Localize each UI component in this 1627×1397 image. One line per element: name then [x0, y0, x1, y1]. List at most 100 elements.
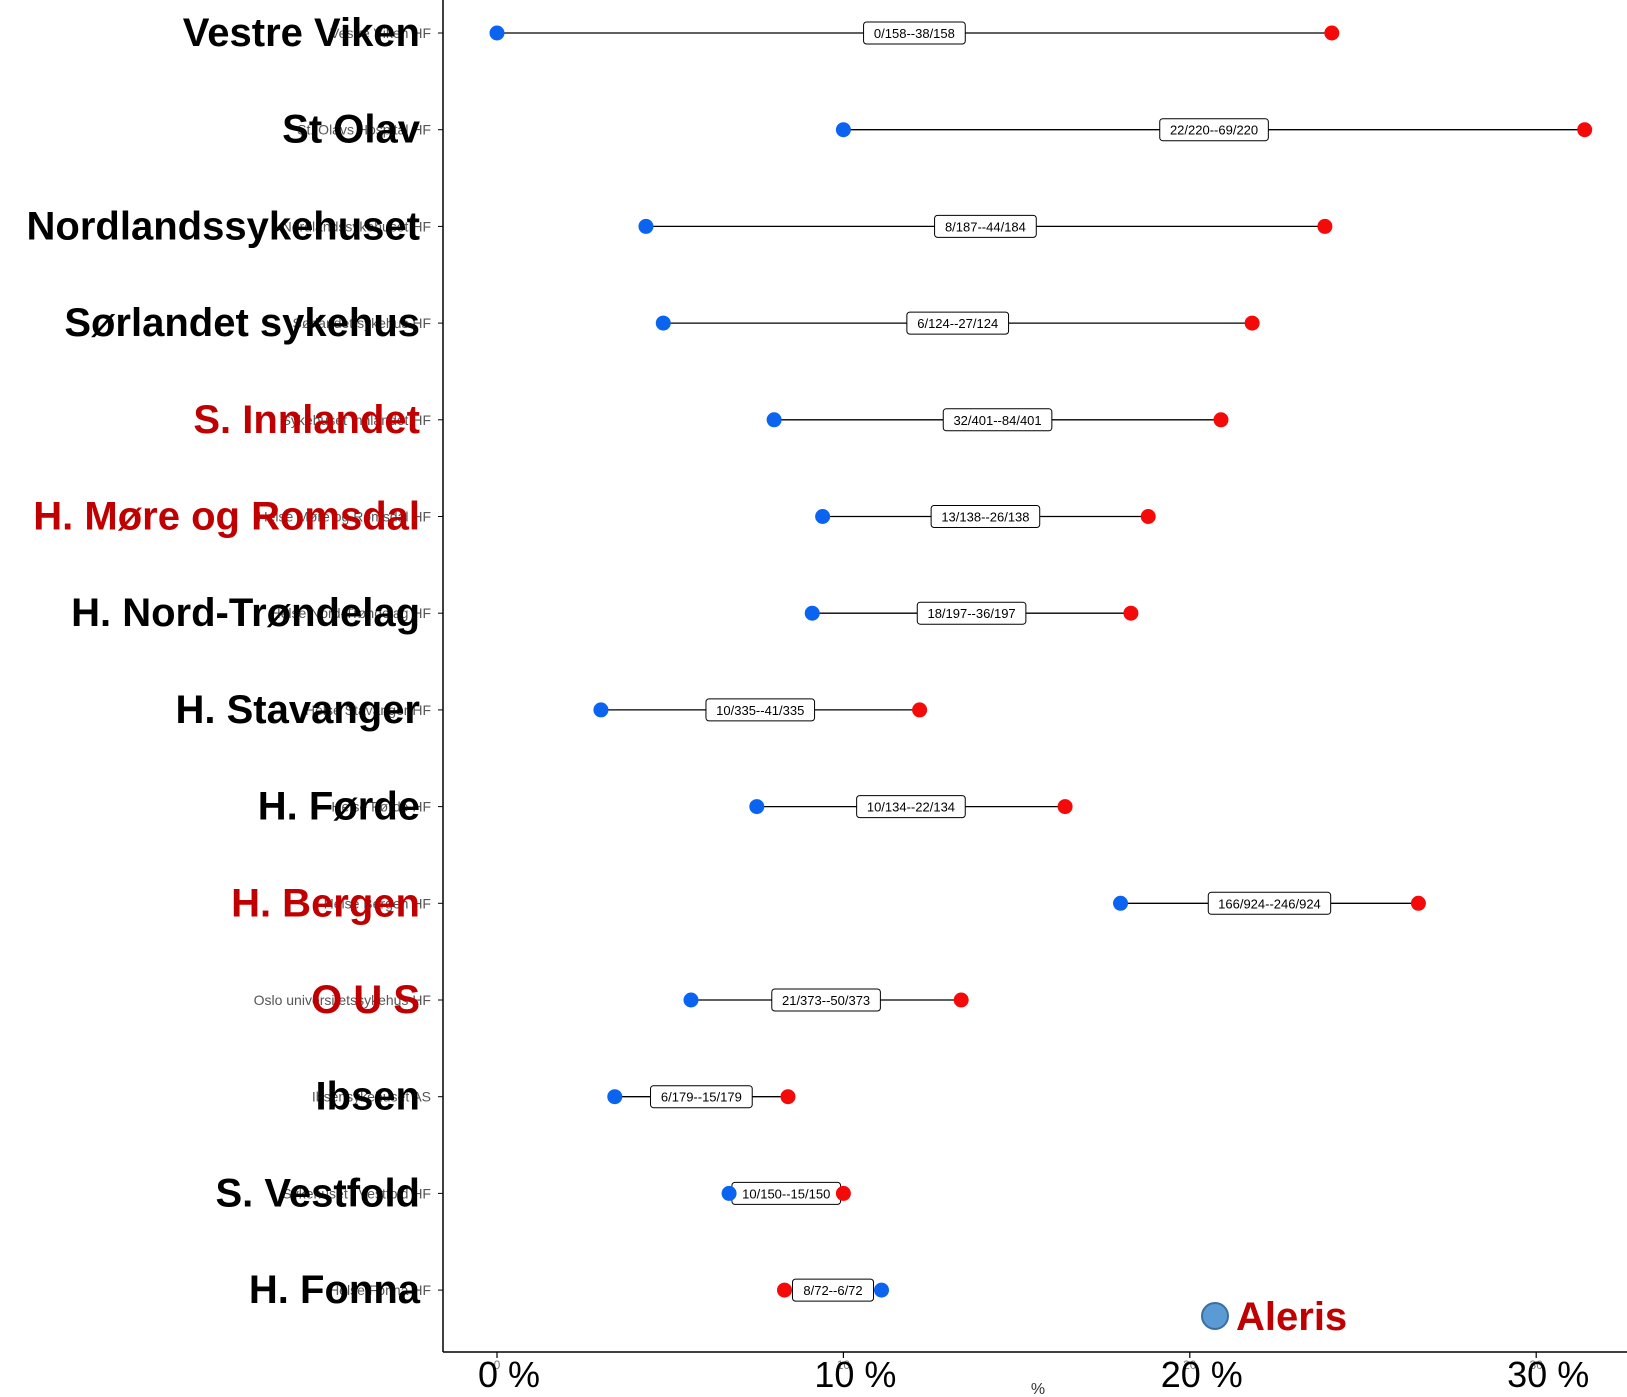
x-tick-label: 20 %: [1161, 1354, 1243, 1395]
row-label: S. Vestfold: [216, 1171, 421, 1215]
red-point: [1324, 25, 1340, 41]
row-sublabel: Helse Møre og Romsdal HF: [258, 509, 432, 525]
chart-row: Sykehuset i Vestfold HFS. Vestfold 10/150…: [216, 1171, 851, 1215]
blue-point: [593, 702, 609, 718]
row-sublabel: St. Olavs Hospital HF: [297, 122, 431, 138]
count-box: [771, 988, 881, 1012]
row-sublabel: Helse Bergen HF: [324, 895, 431, 911]
chart-row: Helse Møre og Romsdal HFH. Møre og Romsd…: [33, 495, 1156, 539]
row-label: St Olav: [282, 108, 421, 152]
red-point: [1410, 895, 1426, 911]
count-box: [930, 505, 1041, 528]
blue-point: [607, 1089, 623, 1105]
red-point: [912, 702, 928, 718]
chart-row: Sykehuset Innlandet HFS. Innlandet 32/401…: [193, 398, 1229, 442]
row-label: O U S: [311, 978, 420, 1022]
blue-point: [638, 218, 654, 234]
count-box: [934, 214, 1037, 238]
row-label: H. Bergen: [231, 881, 420, 925]
row-sublabel: Helse Nord-Trøndelag HF: [270, 605, 431, 621]
row-label: H. Førde: [258, 785, 420, 829]
legend-label: Aleris: [1236, 1295, 1347, 1339]
row-label: Nordlandssykehuset: [27, 204, 420, 248]
row-sublabel: Helse Stavanger HF: [305, 702, 431, 718]
count-box: [863, 21, 966, 45]
row-label: Sørlandet sykehus: [64, 301, 420, 345]
row-label: H. Møre og Romsdal: [33, 495, 420, 539]
x-tick-label-small: 30: [1530, 1358, 1544, 1372]
red-point: [1057, 799, 1073, 815]
red-point: [1317, 218, 1333, 234]
row-sublabel: Oslo universitetssykehus HF: [254, 992, 431, 1008]
red-point: [953, 992, 969, 1008]
blue-point: [874, 1282, 890, 1298]
count-label: 8/187--44/184: [945, 219, 1026, 234]
chart-row: Helse Fonna HFH. Fonna 8/72--6/72: [249, 1268, 890, 1312]
red-point: [1577, 122, 1593, 138]
row-label: S. Innlandet: [193, 398, 420, 442]
count-label: 10/134--22/134: [867, 800, 955, 815]
x-tick-label: 0 %: [478, 1354, 540, 1395]
count-box: [856, 795, 966, 819]
count-label: 32/401--84/401: [953, 413, 1041, 428]
count-label: 8/72--6/72: [803, 1283, 862, 1298]
count-label: 6/124--27/124: [917, 316, 998, 331]
blue-point: [721, 1185, 737, 1201]
row-sublabel: Nordlandssykehuset HF: [282, 218, 431, 234]
legend-marker: [1201, 1302, 1229, 1330]
x-tick-label: 30 %: [1507, 1354, 1589, 1395]
count-box: [1159, 118, 1269, 142]
row-label: H. Fonna: [249, 1268, 421, 1312]
chart-row: Helse Stavanger HFH. Stavanger 10/335--41…: [175, 688, 928, 732]
red-point: [1123, 605, 1139, 621]
x-tick-label: 10 %: [814, 1354, 896, 1395]
blue-point: [749, 799, 765, 815]
row-sublabel: Helse Fonna HF: [329, 1282, 431, 1298]
red-point: [777, 1282, 793, 1298]
count-label: 13/138--26/138: [941, 510, 1029, 525]
count-label: 6/179--15/179: [661, 1090, 742, 1105]
blue-point: [815, 509, 831, 524]
x-tick-label-small: 20: [1183, 1358, 1197, 1372]
blue-point: [835, 122, 851, 138]
x-tick-label-small: 0: [494, 1358, 501, 1372]
chart-row: Helse Førde HFH. Førde 10/134--22/134: [258, 785, 1073, 829]
count-box: [942, 408, 1053, 432]
row-sublabel: Helse Førde HF: [331, 799, 431, 815]
count-box: [916, 601, 1027, 625]
count-box: [792, 1278, 875, 1302]
blue-point: [489, 25, 505, 41]
count-box: [1207, 891, 1332, 915]
blue-point: [655, 315, 671, 331]
count-label: 21/373--50/373: [782, 993, 870, 1008]
chart-row: Helse Nord-Trøndelag HFH. Nord-Trøndelag…: [71, 591, 1139, 635]
row-label: H. Nord-Trøndelag: [71, 591, 420, 635]
red-point: [1244, 315, 1260, 331]
row-sublabel: Ibsensykehuset AS: [312, 1089, 431, 1105]
chart-row: Oslo universitetssykehus HFO U S 21/373--…: [254, 978, 969, 1022]
count-label: 22/220--69/220: [1170, 123, 1258, 138]
row-label: Ibsen: [316, 1075, 420, 1119]
x-axis-title: %: [1031, 1381, 1045, 1397]
blue-point: [1113, 895, 1129, 911]
row-label: H. Stavanger: [175, 688, 420, 732]
count-box: [906, 311, 1010, 335]
count-box: [650, 1085, 753, 1109]
row-sublabel: Sykehuset Innlandet HF: [282, 412, 431, 428]
count-label: 0/158--38/158: [874, 26, 955, 41]
blue-point: [683, 992, 699, 1008]
row-sublabel: Sørlandet sykehus HF: [293, 315, 432, 331]
red-point: [780, 1089, 796, 1105]
legend: Aleris: [1201, 1295, 1347, 1339]
count-label: 18/197--36/197: [927, 606, 1015, 621]
count-label: 10/150--15/150: [742, 1186, 830, 1201]
red-point: [835, 1185, 851, 1201]
red-point: [1140, 509, 1156, 524]
